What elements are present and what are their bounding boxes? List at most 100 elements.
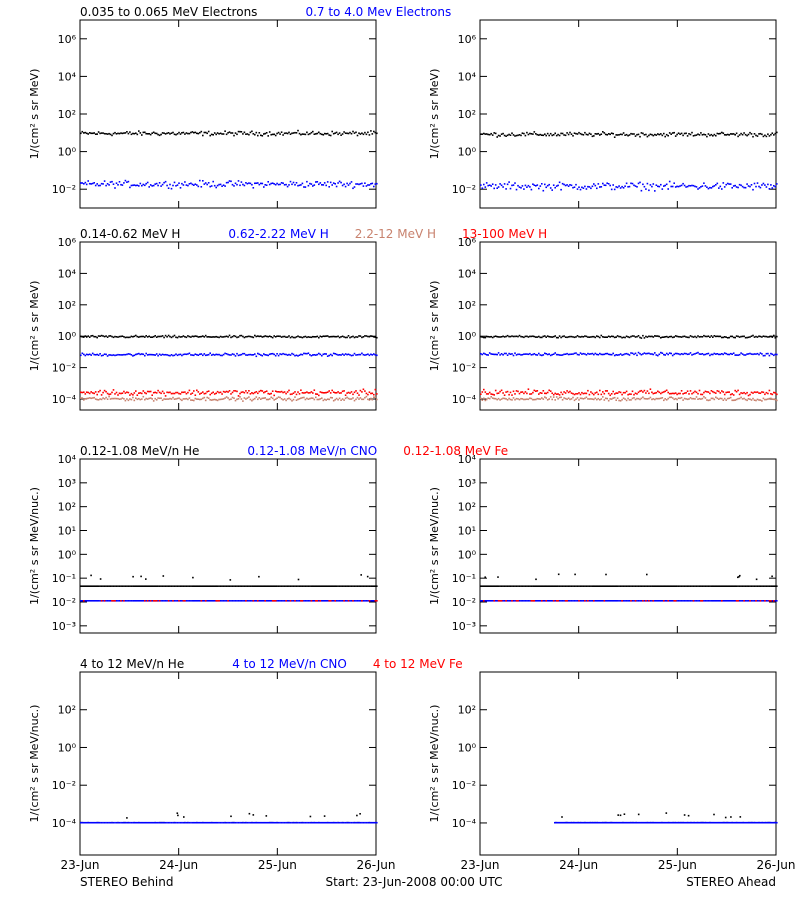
data-point: [234, 132, 237, 134]
data-point: [258, 821, 261, 824]
data-point: [243, 821, 246, 824]
data-point: [350, 398, 353, 400]
data-point: [210, 821, 213, 824]
data-point: [667, 585, 669, 587]
data-point: [530, 133, 533, 135]
data-point: [112, 183, 115, 185]
data-point: [204, 334, 207, 337]
data-point: [237, 130, 240, 133]
data-point: [84, 181, 87, 184]
data-point: [85, 600, 88, 602]
data-point: [484, 576, 486, 578]
data-point: [135, 390, 137, 392]
data-point: [735, 132, 738, 135]
data-point: [197, 600, 200, 602]
data-point: [692, 336, 695, 338]
data-point: [228, 585, 231, 587]
data-point: [683, 600, 686, 602]
data-point: [146, 585, 149, 587]
data-point: [652, 821, 654, 824]
data-point: [90, 574, 92, 577]
data-point: [616, 821, 619, 824]
data-point: [584, 600, 586, 602]
data-point: [207, 390, 210, 392]
data-point: [94, 391, 97, 393]
data-point: [123, 600, 125, 602]
data-point: [548, 585, 550, 587]
data-point: [651, 391, 653, 394]
data-point: [663, 600, 665, 602]
data-point: [221, 600, 223, 602]
data-point: [738, 397, 741, 400]
data-point: [605, 821, 607, 824]
data-point: [637, 182, 640, 185]
data-point: [706, 821, 709, 824]
data-point: [521, 353, 524, 356]
data-point: [555, 185, 558, 187]
data-point: [221, 185, 223, 187]
data-point: [106, 133, 109, 135]
data-point: [648, 397, 650, 400]
data-point: [689, 133, 692, 136]
data-point: [596, 133, 598, 135]
data-point: [600, 186, 603, 188]
data-point: [136, 335, 139, 338]
data-point: [222, 184, 225, 186]
data-point: [274, 134, 277, 137]
data-point: [582, 585, 585, 587]
data-point: [337, 398, 339, 401]
data-point: [188, 389, 191, 392]
data-point: [566, 352, 568, 355]
data-point: [323, 585, 326, 587]
data-point: [115, 336, 118, 338]
data-point: [374, 354, 377, 356]
data-point: [337, 391, 339, 393]
data-point: [624, 821, 626, 824]
data-point: [591, 185, 594, 188]
data-point: [210, 392, 213, 395]
data-point: [154, 821, 156, 824]
data-point: [596, 821, 598, 824]
data-point: [307, 352, 310, 354]
data-point: [115, 133, 118, 135]
data-point: [94, 821, 97, 824]
data-point: [326, 585, 329, 587]
data-point: [263, 585, 265, 587]
data-point: [575, 183, 577, 186]
data-point: [518, 186, 521, 188]
legend-label: 4 to 12 MeV/n CNO: [232, 657, 347, 671]
data-point: [530, 585, 533, 587]
data-point: [200, 186, 203, 188]
data-point: [536, 133, 539, 136]
data-point: [610, 600, 613, 602]
data-point: [364, 354, 366, 356]
data-point: [675, 821, 678, 824]
data-point: [692, 353, 695, 356]
data-point: [200, 353, 203, 355]
data-point: [536, 600, 539, 602]
data-point: [313, 600, 316, 602]
data-point: [604, 184, 607, 187]
y-tick-label: 10⁻²: [52, 183, 76, 196]
data-point: [683, 132, 686, 135]
data-point: [613, 585, 616, 587]
data-point: [497, 352, 500, 354]
data-point: [285, 399, 287, 402]
data-point: [267, 398, 269, 401]
data-point: [230, 585, 232, 587]
data-point: [536, 354, 539, 356]
data-point: [84, 600, 87, 602]
data-point: [155, 585, 158, 587]
data-point: [499, 399, 501, 401]
data-point: [622, 585, 625, 587]
data-point: [331, 130, 333, 133]
data-point: [594, 184, 597, 187]
data-point: [569, 821, 572, 824]
data-point: [169, 391, 171, 394]
data-point: [111, 397, 113, 400]
data-point: [628, 393, 631, 395]
data-point: [719, 392, 722, 394]
data-point: [85, 183, 88, 186]
data-point: [130, 184, 133, 187]
data-point: [627, 336, 629, 338]
